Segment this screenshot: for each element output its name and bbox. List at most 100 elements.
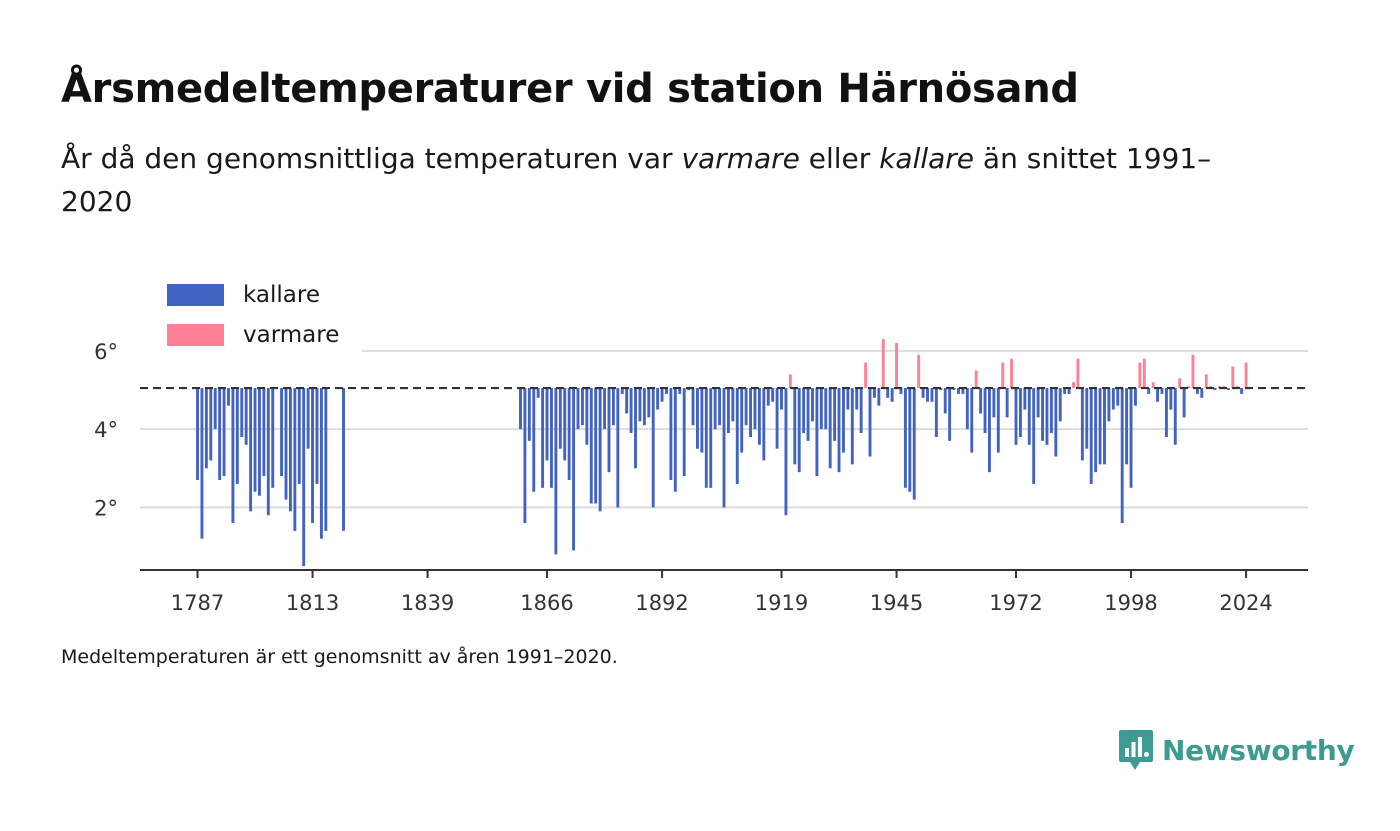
bar-kallare-1957 <box>948 388 952 441</box>
bar-kallare-1793 <box>222 388 226 477</box>
bar-kallare-1992 <box>1103 388 1106 465</box>
bar-kallare-1922 <box>793 388 797 465</box>
legend: kallare varmare <box>167 282 339 348</box>
bar-kallare-2007 <box>1169 388 1173 410</box>
bar-kallare-1890 <box>651 388 655 508</box>
bar-kallare-2006 <box>1164 388 1168 437</box>
bar-kallare-1887 <box>638 388 642 422</box>
bar-kallare-1864 <box>536 388 540 398</box>
newsworthy-logo-icon <box>1119 730 1153 770</box>
bar-kallare-1959 <box>957 388 960 394</box>
brand-logo: Newsworthy <box>1118 728 1355 772</box>
bar-kallare-1799 <box>249 388 253 512</box>
bar-kallare-1983 <box>1063 388 1067 394</box>
bar-kallare-1816 <box>324 388 328 531</box>
bar-kallare-1994 <box>1111 388 1115 410</box>
bar-kallare-1918 <box>775 388 779 449</box>
bar-kallare-2010 <box>1182 388 1186 418</box>
bar-kallare-1954 <box>934 388 938 437</box>
bar-kallare-2014 <box>1200 388 1204 398</box>
bar-kallare-2005 <box>1160 388 1164 394</box>
bar-kallare-1930 <box>828 388 832 469</box>
bar-kallare-1940 <box>872 388 876 398</box>
bar-kallare-1973 <box>1018 388 1022 437</box>
bar-kallare-1800 <box>253 388 257 492</box>
bar-kallare-1949 <box>912 388 916 500</box>
bar-kallare-1888 <box>642 388 646 426</box>
bar-kallare-1966 <box>988 388 991 473</box>
bar-kallare-1808 <box>288 388 292 512</box>
legend-swatch-kallare <box>167 284 224 306</box>
x-tick-label: 1919 <box>755 591 808 615</box>
footnote: Medeltemperaturen är ett genomsnitt av å… <box>61 646 618 668</box>
bar-kallare-1894 <box>669 388 673 480</box>
bar-kallare-1886 <box>634 388 637 469</box>
bar-kallare-1917 <box>771 388 775 402</box>
bar-kallare-1802 <box>262 388 266 477</box>
bar-kallare-1867 <box>550 388 553 488</box>
bar-kallare-1907 <box>726 388 730 434</box>
chart-subtitle: År då den genomsnittliga temperaturen va… <box>61 137 1281 223</box>
bar-varmare-1985 <box>1072 382 1075 389</box>
x-tick-label: 1972 <box>989 591 1042 615</box>
bar-kallare-1988 <box>1085 388 1089 449</box>
bar-kallare-1862 <box>527 388 531 441</box>
bar-varmare-1971 <box>1010 358 1014 389</box>
bar-kallare-1804 <box>271 388 275 488</box>
bar-kallare-1815 <box>319 388 323 539</box>
bar-kallare-1892 <box>660 388 664 402</box>
bar-varmare-1921 <box>788 374 792 389</box>
y-tick-label: 4° <box>94 418 118 442</box>
bar-kallare-1788 <box>200 388 204 539</box>
bar-kallare-2020 <box>1226 388 1230 390</box>
bar-kallare-1901 <box>700 388 704 453</box>
bar-kallare-1868 <box>554 388 558 555</box>
bar-kallare-1923 <box>797 388 801 473</box>
bar-kallare-1980 <box>1049 388 1053 434</box>
bar-kallare-1976 <box>1032 388 1036 484</box>
y-tick-label: 6° <box>94 340 118 364</box>
y-tick-label: 2° <box>94 496 118 520</box>
legend-swatch-varmare <box>167 324 224 346</box>
bar-kallare-2008 <box>1173 388 1177 445</box>
bar-kallare-1961 <box>965 388 969 430</box>
bar-kallare-1937 <box>859 388 863 434</box>
bar-kallare-1903 <box>709 388 713 488</box>
subtitle-text-1: År då den genomsnittliga temperaturen va… <box>61 142 682 175</box>
bar-kallare-1939 <box>868 388 872 457</box>
bar-kallare-1929 <box>824 388 828 430</box>
bar-kallare-1981 <box>1054 388 1058 457</box>
bar-varmare-2000 <box>1138 362 1142 389</box>
bar-kallare-1902 <box>704 388 708 488</box>
bar-kallare-1794 <box>227 388 230 406</box>
bar-kallare-1977 <box>1036 388 1040 418</box>
bar-kallare-1801 <box>258 388 261 496</box>
bar-kallare-1884 <box>625 388 629 414</box>
bar-kallare-1880 <box>607 388 611 473</box>
subtitle-text-3: än snittet 1991–2020 <box>61 142 1212 218</box>
bar-kallare-1920 <box>784 388 788 516</box>
bar-kallare-2004 <box>1156 388 1160 402</box>
bar-kallare-1806 <box>280 388 284 477</box>
bar-varmare-2012 <box>1191 354 1195 389</box>
bar-kallare-1881 <box>611 388 615 426</box>
bar-kallare-1936 <box>855 388 859 410</box>
subtitle-text-2: eller <box>799 142 880 175</box>
bar-varmare-1942 <box>881 339 885 389</box>
bar-varmare-2021 <box>1231 366 1235 389</box>
bar-varmare-2001 <box>1142 358 1146 389</box>
bar-kallare-1792 <box>218 388 222 480</box>
bar-kallare-1993 <box>1107 388 1111 422</box>
bar-kallare-1904 <box>713 388 717 430</box>
bar-kallare-1860 <box>519 388 522 430</box>
bar-kallare-1866 <box>545 388 549 461</box>
x-tick-label: 1839 <box>401 591 454 615</box>
bar-kallare-1865 <box>541 388 545 488</box>
bar-kallare-1932 <box>837 388 841 473</box>
x-tick-label: 1787 <box>171 591 224 615</box>
bar-kallare-1924 <box>802 388 806 434</box>
bar-kallare-1964 <box>979 388 983 414</box>
bar-kallare-2013 <box>1195 388 1199 394</box>
bar-kallare-1946 <box>899 388 903 394</box>
bar-kallare-1931 <box>833 388 837 441</box>
